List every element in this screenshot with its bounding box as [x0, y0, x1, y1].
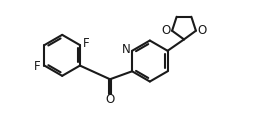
Text: O: O	[105, 93, 115, 106]
Text: N: N	[122, 43, 131, 56]
Text: F: F	[34, 59, 41, 73]
Text: O: O	[162, 24, 171, 37]
Text: F: F	[83, 37, 90, 50]
Text: O: O	[197, 24, 206, 37]
